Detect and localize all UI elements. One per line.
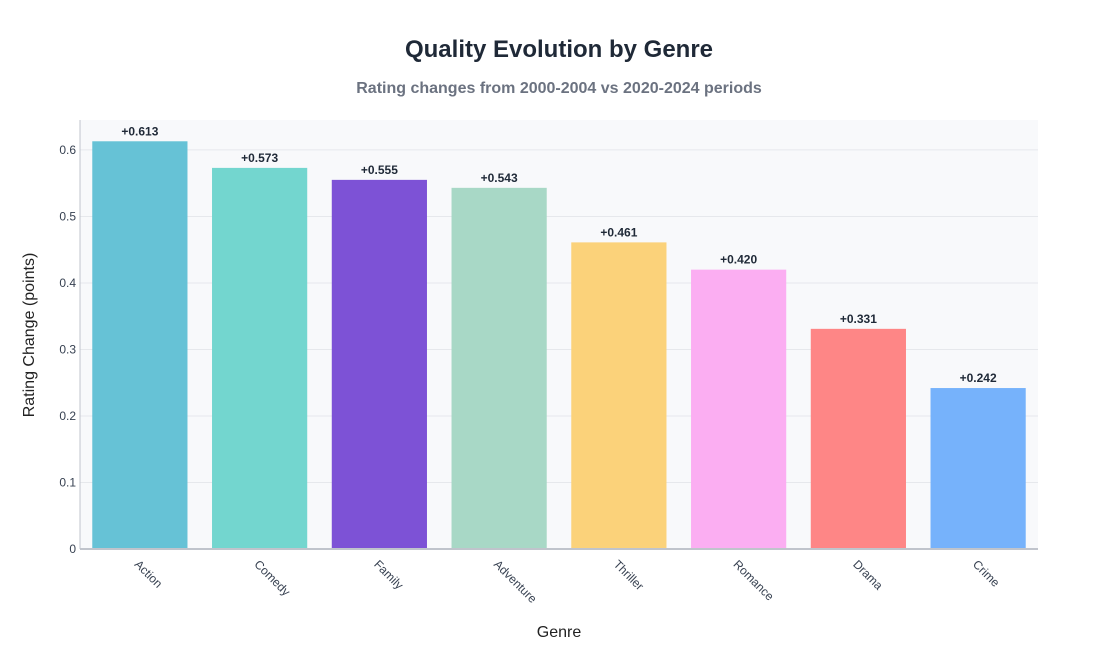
x-tick-label: Action xyxy=(132,557,165,590)
value-label: +0.555 xyxy=(361,163,398,177)
bar-thriller xyxy=(571,242,667,549)
value-label: +0.543 xyxy=(481,171,518,185)
value-label: +0.420 xyxy=(720,253,757,267)
y-tick-label: 0.3 xyxy=(59,342,76,356)
bar-comedy xyxy=(212,167,308,549)
value-label: +0.242 xyxy=(960,371,997,385)
x-axis-label: Genre xyxy=(537,624,582,641)
value-label: +0.573 xyxy=(241,151,278,165)
value-labels: +0.613 +0.573 +0.555 +0.543 +0.461 +0.420 +0.3… xyxy=(121,124,997,385)
x-tick-label: Romance xyxy=(731,557,777,603)
value-label: +0.461 xyxy=(600,225,637,239)
bar-crime xyxy=(930,388,1026,549)
bars xyxy=(92,141,1026,549)
x-tick-label: Crime xyxy=(970,557,1003,590)
x-tick-labels: Action Comedy Family Adventure Thriller Roman… xyxy=(132,557,1003,606)
chart-title: Quality Evolution by Genre xyxy=(404,36,714,63)
value-label: +0.331 xyxy=(840,312,877,326)
y-tick-labels: 0 0.1 0.2 0.3 0.4 0.5 0.6 xyxy=(59,143,76,556)
x-tick-label: Family xyxy=(371,557,406,592)
bar-action xyxy=(92,141,188,549)
x-tick-label: Drama xyxy=(850,557,886,593)
y-tick-label: 0.4 xyxy=(59,276,76,290)
y-tick-label: 0 xyxy=(69,542,76,556)
y-tick-label: 0.2 xyxy=(59,409,76,423)
chart-subtitle: Rating changes from 2000-2004 vs 2020-20… xyxy=(356,80,762,97)
bar-family xyxy=(331,179,427,549)
y-tick-label: 0.1 xyxy=(59,475,76,489)
y-axis-label: Rating Change (points) xyxy=(21,253,38,418)
value-label: +0.613 xyxy=(121,124,158,138)
y-tick-label: 0.5 xyxy=(59,209,76,223)
bar-adventure xyxy=(451,187,547,549)
x-tick-label: Thriller xyxy=(611,557,647,593)
y-tick-label: 0.6 xyxy=(59,143,76,157)
bar-drama xyxy=(810,328,906,549)
bar-romance xyxy=(691,269,787,549)
x-tick-label: Comedy xyxy=(252,557,293,598)
x-tick-label: Adventure xyxy=(491,557,540,606)
